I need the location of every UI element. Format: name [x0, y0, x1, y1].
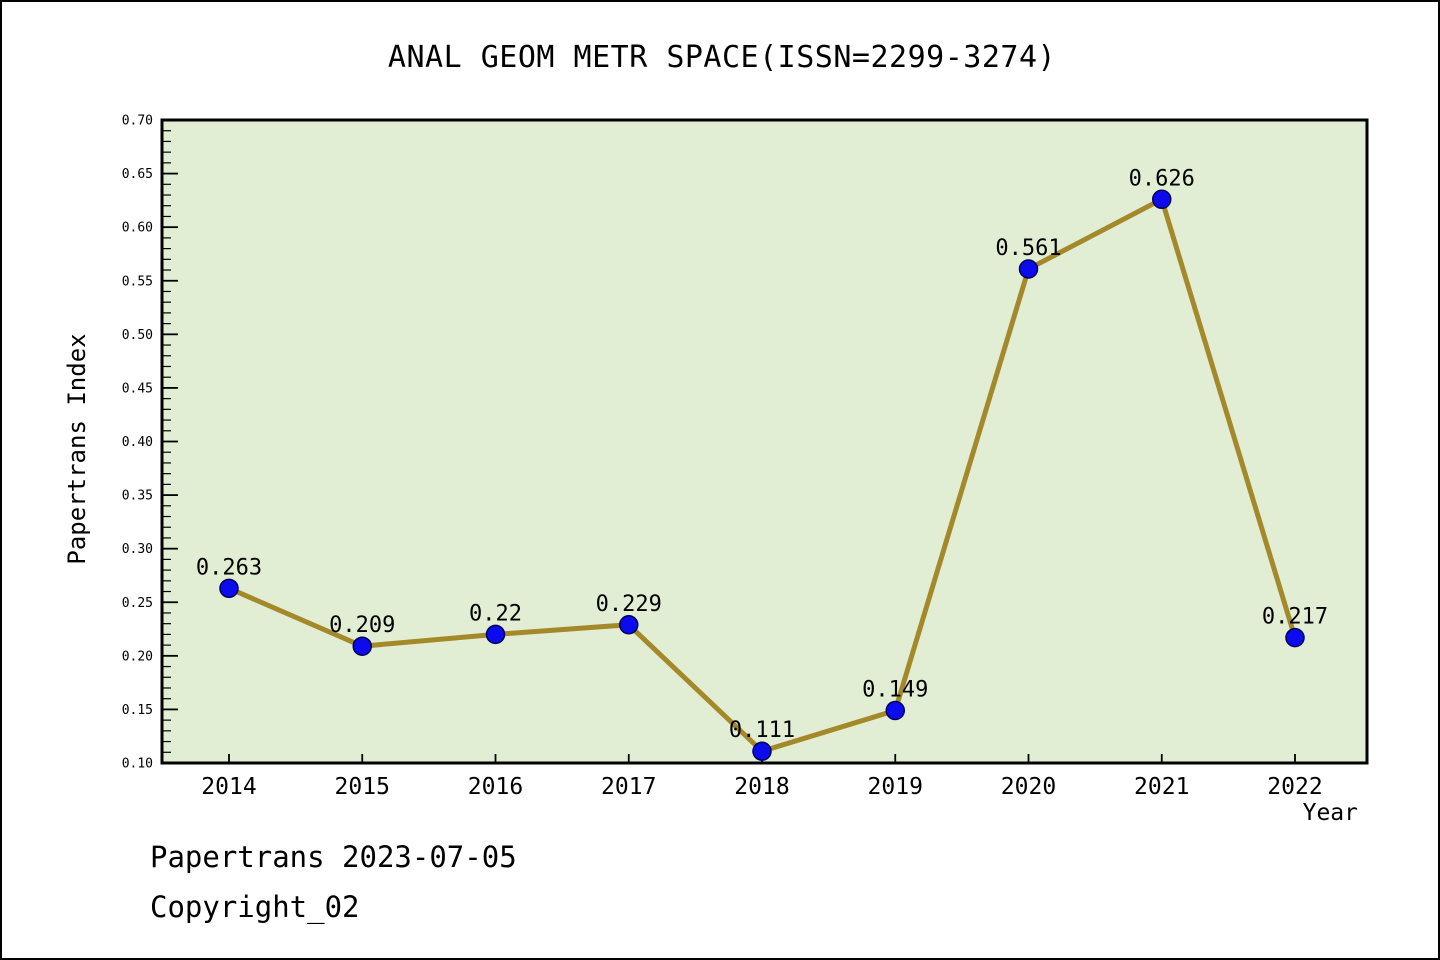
x-tick-label: 2022: [1267, 774, 1322, 800]
x-tick-label: 2020: [1001, 774, 1056, 800]
data-point: [352, 636, 372, 656]
y-tick-label: 0.45: [122, 381, 153, 396]
footer-source-date: Papertrans 2023-07-05: [150, 840, 517, 874]
data-point-label: 0.561: [995, 236, 1061, 261]
y-tick-label: 0.65: [122, 167, 153, 182]
x-tick-label: 2018: [734, 774, 789, 800]
plot-area: [162, 120, 1367, 763]
data-point-label: 0.263: [196, 555, 262, 580]
y-tick-label: 0.10: [122, 757, 153, 772]
y-tick-label: 0.50: [122, 328, 153, 343]
x-tick-label: 2019: [868, 774, 923, 800]
data-point: [1152, 189, 1172, 210]
y-tick-label: 0.60: [122, 221, 153, 236]
data-point: [885, 700, 905, 721]
data-point: [619, 615, 639, 635]
x-tick-label: 2014: [201, 774, 256, 800]
x-axis-label: Year: [1302, 800, 1358, 826]
data-point-label: 0.626: [1129, 166, 1195, 191]
data-point-label: 0.217: [1262, 605, 1328, 630]
x-tick-label: 2016: [468, 774, 523, 800]
x-tick-label: 2017: [601, 774, 656, 800]
y-tick-label: 0.20: [122, 649, 153, 664]
data-point-label: 0.149: [862, 677, 928, 702]
y-tick-label: 0.70: [122, 114, 153, 129]
data-point: [485, 624, 506, 645]
data-point: [1285, 627, 1305, 648]
x-tick-label: 2015: [335, 774, 390, 800]
y-tick-label: 0.40: [122, 435, 153, 450]
y-tick-label: 0.25: [122, 596, 153, 611]
plot-frame: [160, 118, 1369, 765]
data-point-label: 0.22: [469, 601, 522, 626]
y-tick-label: 0.30: [122, 542, 153, 557]
data-point: [219, 578, 239, 599]
data-point-label: 0.111: [729, 718, 795, 743]
x-tick-label: 2021: [1134, 774, 1189, 800]
data-point: [752, 741, 772, 761]
data-point-label: 0.209: [329, 613, 395, 638]
chart-title: ANAL GEOM METR SPACE(ISSN=2299-3274): [387, 40, 1057, 75]
y-tick-label: 0.35: [122, 489, 153, 504]
data-point-label: 0.229: [596, 592, 662, 617]
data-point: [1018, 259, 1039, 279]
y-tick-label: 0.15: [122, 703, 153, 718]
footer-copyright: Copyright_02: [150, 890, 360, 924]
y-tick-label: 0.55: [122, 274, 153, 289]
